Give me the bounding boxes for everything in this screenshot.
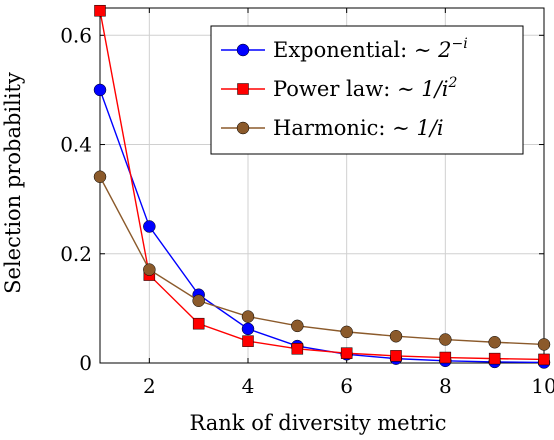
series-1-point-5 bbox=[340, 347, 353, 359]
axes bbox=[99, 7, 545, 364]
series-1-point-2 bbox=[192, 317, 205, 330]
y-axis-label: Selection probability bbox=[1, 72, 25, 294]
series-1-point-4 bbox=[291, 343, 304, 355]
legend-label-0: Exponential: ∼ 2−i bbox=[273, 36, 468, 62]
plot-frame bbox=[99, 7, 545, 364]
series-1-point-0 bbox=[94, 4, 106, 17]
plot-area bbox=[93, 4, 551, 369]
x-axis-label: Rank of diversity metric bbox=[189, 411, 446, 435]
legend-swatch-marker-1 bbox=[237, 83, 249, 95]
series-2-line bbox=[99, 176, 545, 346]
x-tick-label-0: 2 bbox=[143, 374, 156, 398]
legend-entry-2: Harmonic: ∼ 1/i bbox=[221, 116, 444, 140]
series-1-point-8 bbox=[488, 352, 501, 365]
legend-label-1: Power law: ∼ 1/i2 bbox=[273, 75, 457, 101]
x-tick-label-4: 10 bbox=[531, 374, 554, 398]
series-1-line bbox=[99, 10, 545, 361]
x-tick-label-2: 6 bbox=[340, 374, 353, 398]
series-0-point-0 bbox=[93, 83, 107, 97]
series-2-point-8 bbox=[488, 335, 501, 349]
y-tick-label-3: 0.6 bbox=[60, 23, 92, 47]
legend-box bbox=[210, 25, 524, 155]
legend-swatch-marker-0 bbox=[236, 43, 250, 57]
legend-label-2: Harmonic: ∼ 1/i bbox=[273, 116, 444, 140]
series-2-point-6 bbox=[389, 329, 403, 343]
series-2 bbox=[93, 170, 551, 351]
series-2-point-1 bbox=[143, 263, 156, 276]
legend-entry-1: Power law: ∼ 1/i2 bbox=[221, 75, 457, 101]
series-2-point-0 bbox=[93, 170, 107, 184]
series-1-point-3 bbox=[242, 335, 254, 347]
series-2-point-3 bbox=[241, 310, 255, 323]
series-0-point-3 bbox=[241, 322, 255, 336]
series-0-line bbox=[99, 89, 545, 364]
x-tick-label-1: 4 bbox=[242, 374, 255, 398]
legend-entry-0: Exponential: ∼ 2−i bbox=[221, 36, 468, 62]
series-0-point-1 bbox=[143, 220, 156, 233]
y-tick-label-0: 0 bbox=[79, 351, 92, 375]
series-2-point-5 bbox=[340, 325, 353, 339]
series-2-point-4 bbox=[291, 319, 304, 333]
series-1-point-9 bbox=[538, 353, 550, 366]
series-1-point-6 bbox=[390, 350, 402, 362]
series-1-point-7 bbox=[439, 351, 452, 364]
y-ticks: 0 0.2 0.4 0.6 bbox=[60, 23, 544, 375]
legend: Exponential: ∼ 2−i Power law: ∼ 1/i2 Harmo… bbox=[210, 25, 524, 155]
series-2-point-7 bbox=[439, 333, 452, 346]
series-2-point-2 bbox=[192, 294, 205, 307]
x-ticks: 2 4 6 8 10 bbox=[143, 8, 554, 398]
legend-swatch-marker-2 bbox=[236, 121, 250, 135]
y-tick-label-1: 0.2 bbox=[60, 242, 92, 266]
series-2-point-9 bbox=[537, 338, 551, 351]
x-tick-label-3: 8 bbox=[439, 374, 452, 398]
y-tick-label-2: 0.4 bbox=[60, 133, 92, 157]
